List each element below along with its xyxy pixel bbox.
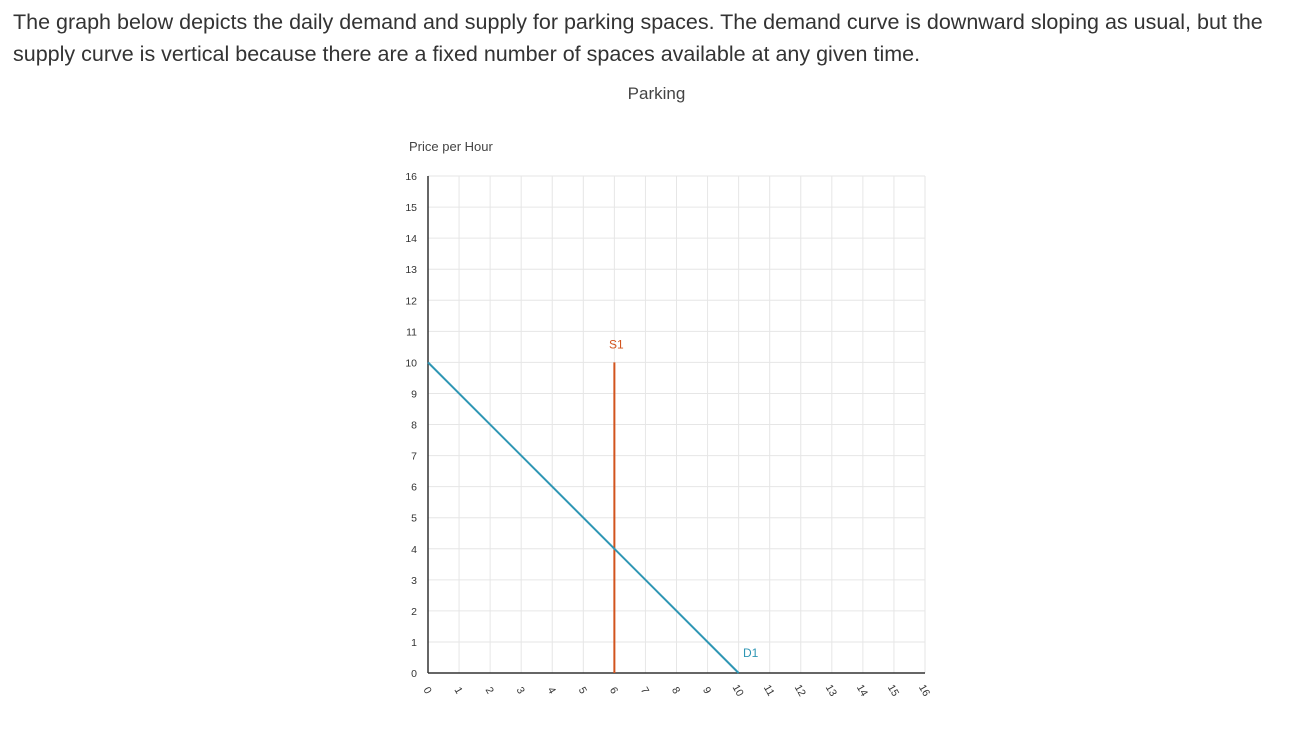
x-tick-label: 14 [854,682,870,698]
y-tick-label: 2 [411,606,417,618]
series-label-d1: D1 [743,646,759,660]
y-tick-label: 14 [405,233,417,245]
x-tick-label: 9 [700,685,713,696]
y-tick-label: 6 [411,482,417,494]
x-tick-label: 6 [607,685,620,696]
intro-text: The graph below depicts the daily demand… [13,10,1263,66]
x-tick-label: 1 [452,685,465,696]
y-tick-label: 4 [411,544,417,556]
chart-title: Parking [627,84,686,103]
x-tick-label: 8 [669,685,682,696]
y-tick-label: 3 [411,575,417,587]
y-tick-label: 12 [405,295,417,307]
x-tick-label: 3 [514,685,527,696]
x-tick-label: 12 [792,682,808,698]
x-tick-label: 7 [638,685,651,696]
y-tick-label: 7 [411,451,417,463]
series-lines: S1 D1 [427,337,759,674]
y-tick-label: 1 [411,637,417,649]
grid [427,175,926,674]
y-tick-label: 0 [411,668,417,680]
x-tick-label: 15 [885,682,901,698]
x-tick-label: 10 [730,682,746,698]
x-tick-label: 2 [483,685,496,696]
x-tick-labels: 0 1 2 3 4 5 6 7 8 9 10 11 12 13 14 15 16 [420,682,932,698]
series-line-d1 [427,361,740,674]
y-tick-label: 11 [406,326,417,338]
y-tick-label: 5 [411,513,417,525]
series-label-s1: S1 [609,337,624,351]
x-tick-label: 13 [823,682,839,698]
axes [427,176,925,674]
y-tick-label: 15 [405,202,417,214]
y-axis-label: Price per Hour [409,139,493,154]
x-tick-label: 5 [576,685,589,696]
x-tick-label: 0 [420,685,433,696]
y-tick-label: 13 [405,264,417,276]
x-tick-label: 11 [761,683,777,699]
x-tick-label: 16 [916,682,932,698]
y-tick-label: 10 [405,357,417,369]
y-tick-label: 9 [411,388,417,400]
x-tick-label: 4 [545,685,558,696]
y-tick-label: 16 [405,171,417,183]
y-tick-label: 8 [411,420,417,432]
